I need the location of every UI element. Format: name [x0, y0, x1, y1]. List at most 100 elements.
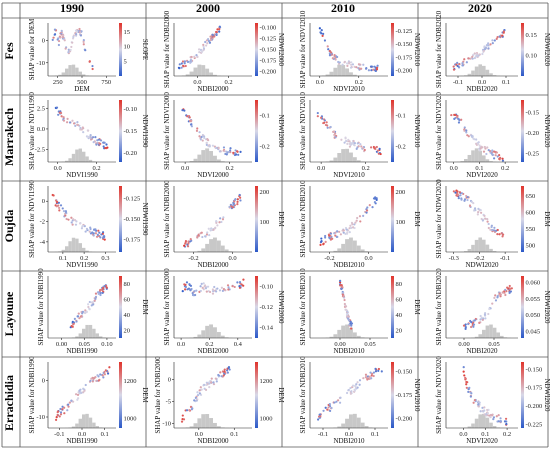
data-point: [471, 135, 474, 138]
data-point: [187, 240, 190, 243]
data-point: [102, 286, 105, 289]
data-point: [473, 56, 476, 60]
colorbar-tick-label: 200: [260, 189, 270, 196]
data-point: [481, 146, 484, 149]
data-point: [214, 377, 217, 380]
data-point: [61, 408, 64, 411]
data-point: [206, 231, 209, 234]
density-histogram: [177, 237, 249, 252]
col-header-1990: 1990: [60, 1, 84, 15]
data-point: [343, 302, 346, 306]
data-point: [476, 142, 480, 146]
x-axis-label: NDVI1990: [66, 171, 98, 179]
x-tick-label: 0.2: [80, 255, 88, 262]
data-point: [194, 293, 197, 297]
density-bar: [489, 73, 493, 76]
data-point: [74, 124, 77, 127]
data-point: [201, 286, 204, 289]
data-point: [355, 219, 358, 222]
data-point: [481, 318, 484, 322]
density-bar: [356, 160, 361, 162]
data-point: [186, 288, 189, 291]
data-point: [206, 285, 210, 288]
data-point: [377, 367, 381, 371]
data-point: [198, 392, 201, 395]
density-bar: [209, 324, 213, 338]
data-point: [215, 380, 218, 383]
data-point: [222, 374, 225, 377]
data-point: [464, 323, 467, 326]
data-point: [365, 209, 369, 212]
data-point: [186, 115, 189, 118]
colorbar: [521, 186, 524, 252]
data-point: [486, 146, 489, 149]
data-point: [366, 378, 369, 381]
data-point: [352, 139, 355, 143]
data-point: [499, 417, 502, 420]
data-point: [71, 41, 74, 44]
data-point: [501, 233, 505, 236]
data-point: [487, 408, 490, 411]
data-point: [214, 146, 217, 150]
data-point: [348, 231, 351, 234]
colorbar-tick-label: 0.055: [526, 296, 541, 303]
data-point: [496, 228, 499, 232]
colorbar-tick-label: 60: [124, 296, 131, 303]
colorbar-tick-label: 100: [260, 219, 270, 226]
data-point: [205, 44, 208, 47]
data-point: [470, 200, 473, 203]
x-tick-label: 0.1: [502, 79, 510, 86]
y-axis-label: SHAP value for NDVI2000: [163, 92, 171, 170]
colorbar-tick-label: -0.100: [260, 24, 277, 31]
data-point: [215, 221, 218, 225]
data-point: [221, 370, 225, 373]
density-bar: [201, 65, 206, 76]
data-point: [336, 399, 340, 402]
data-point: [92, 141, 95, 144]
data-point: [477, 207, 480, 211]
data-point: [333, 55, 336, 58]
colorbar-label: NDWI2020: [543, 378, 550, 412]
density-bar: [356, 417, 361, 428]
data-point: [76, 393, 80, 396]
data-point: [103, 141, 106, 144]
data-point: [233, 200, 236, 203]
data-point: [322, 243, 325, 246]
density-bar: [352, 413, 357, 428]
density-bar: [216, 240, 221, 252]
scatter-points: [316, 367, 383, 421]
data-point: [487, 222, 490, 226]
colorbar-tick-label: 80: [396, 281, 403, 288]
data-point: [369, 146, 373, 149]
density-bar: [205, 325, 210, 338]
density-bar: [213, 422, 217, 428]
density-bar: [95, 333, 99, 338]
data-point: [490, 149, 493, 153]
data-point: [91, 376, 94, 379]
data-point: [181, 414, 184, 417]
density-bar: [197, 418, 202, 428]
density-bar: [352, 74, 357, 76]
row-header-oujda: Oujda: [2, 210, 16, 243]
data-point: [468, 386, 471, 389]
data-point: [84, 230, 87, 233]
data-point: [462, 370, 465, 373]
colorbar-label: DEM: [141, 299, 149, 315]
data-point: [66, 409, 69, 412]
density-bar: [485, 244, 490, 252]
density-bar: [197, 250, 202, 252]
data-point: [475, 138, 478, 141]
density-bar: [349, 72, 353, 76]
x-tick-label: 0.1: [475, 165, 483, 172]
data-point: [204, 388, 208, 391]
data-point: [205, 233, 209, 236]
density-bar: [485, 325, 490, 338]
data-point: [497, 413, 500, 417]
data-point: [58, 415, 61, 418]
data-point: [74, 393, 78, 396]
x-tick-label: -0.1: [54, 431, 64, 438]
density-bar: [85, 324, 89, 338]
data-point: [195, 54, 198, 57]
data-point: [183, 62, 186, 65]
